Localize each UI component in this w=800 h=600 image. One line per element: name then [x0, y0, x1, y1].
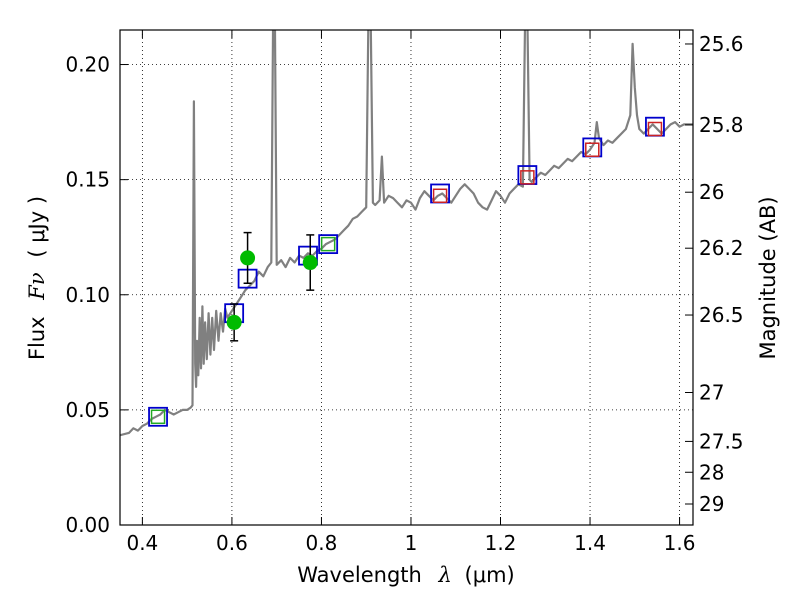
y2-tick-label: 27.5	[699, 429, 744, 453]
y-axis-unit: ( μJy )	[25, 196, 49, 258]
y2-tick-label: 26	[699, 180, 724, 204]
y2-tick-label: 25.6	[699, 32, 744, 56]
x-axis-symbol: λ	[438, 563, 452, 587]
band-flux-square	[148, 406, 168, 427]
detection-point	[240, 250, 256, 266]
band-flux-square	[520, 170, 535, 185]
band-flux-square	[320, 236, 336, 252]
detection-point	[226, 314, 242, 330]
y-tick-label: 0.20	[65, 53, 110, 77]
y-tick-label: 0.10	[65, 283, 110, 307]
x-tick-label: 0.4	[126, 531, 158, 555]
y-axis-title-text: Flux	[25, 316, 49, 360]
x-tick-label: 1.4	[574, 531, 606, 555]
y2-tick-label: 26.5	[699, 303, 744, 327]
spectrum-line	[120, 30, 693, 437]
grid	[120, 30, 693, 526]
x-axis-unit: (μm)	[465, 563, 515, 587]
y-tick-label: 0.15	[65, 168, 110, 192]
y2-tick-label: 27	[699, 381, 724, 405]
y-axis-title: Flux Fν ( μJy )	[25, 196, 49, 360]
x-tick-label: 0.8	[306, 531, 338, 555]
ticks: 0.4 0.6 0.8 1 1.2 1.4 1.6 0.00 0.05 0.10 0.15 0.20 2…	[65, 30, 744, 555]
band-flux-square	[318, 234, 339, 255]
detection-point	[302, 255, 318, 271]
band-flux-square	[150, 409, 166, 425]
y2-axis-title: Magnitude (AB)	[756, 196, 780, 359]
x-tick-label: 1	[405, 531, 418, 555]
y2-tick-label: 26.2	[699, 236, 744, 260]
x-tick-label: 1.6	[664, 531, 696, 555]
axes-frame	[119, 29, 694, 526]
y2-tick-label: 28	[699, 460, 724, 484]
y-tick-label: 0.05	[65, 398, 110, 422]
band-flux-square	[647, 121, 663, 137]
band-flux-square	[432, 188, 448, 204]
x-tick-label: 0.6	[216, 531, 248, 555]
y2-tick-label: 29	[699, 492, 724, 516]
y2-tick-label: 25.8	[699, 113, 744, 137]
band-flux-square	[585, 142, 600, 157]
plot-area	[120, 30, 693, 437]
y-axis-symbol: Fν	[25, 272, 49, 301]
x-axis-title: Wavelength λ (μm)	[297, 563, 514, 587]
y-tick-label: 0.00	[65, 513, 110, 537]
x-axis-title-text: Wavelength	[297, 563, 422, 587]
x-tick-label: 1.2	[485, 531, 517, 555]
